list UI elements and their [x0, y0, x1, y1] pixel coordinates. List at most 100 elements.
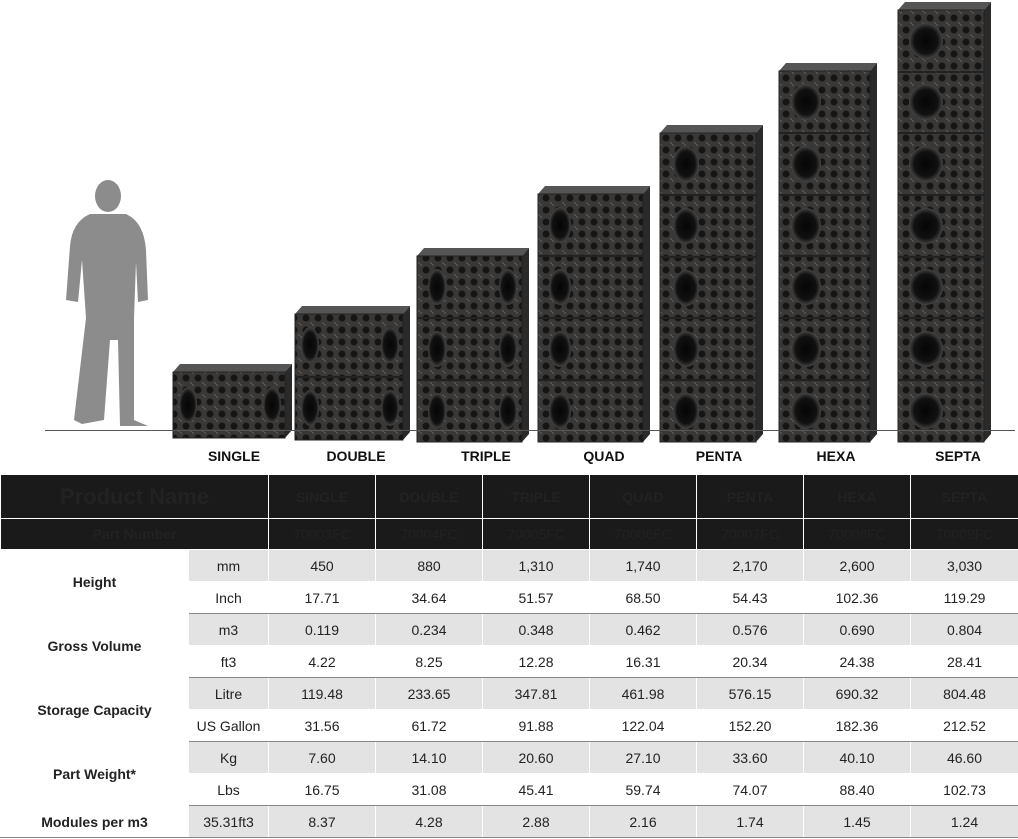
- unit-cell: 35.31ft3: [188, 805, 269, 838]
- col-header-triple: TRIPLE: [482, 474, 590, 519]
- value-cell: 119.48: [268, 677, 376, 710]
- value-cell: 12.28: [482, 645, 590, 678]
- value-cell: 88.40: [803, 773, 911, 806]
- spec-table: Product Name SINGLE DOUBLE TRIPLE QUAD P…: [0, 474, 1018, 838]
- value-cell: 74.07: [696, 773, 804, 806]
- value-cell: 576.15: [696, 677, 804, 710]
- label-triple: TRIPLE: [461, 448, 511, 464]
- value-cell: 0.348: [482, 613, 590, 646]
- col-header-quad: QUAD: [589, 474, 697, 519]
- value-cell: 17.71: [268, 581, 376, 614]
- row-group-label: Storage Capacity: [0, 677, 189, 742]
- unit-cell: US Gallon: [188, 709, 269, 742]
- value-cell: 40.10: [803, 741, 911, 774]
- value-cell: 0.804: [910, 613, 1018, 646]
- label-single: SINGLE: [207, 448, 261, 464]
- product-illustration: SINGLE DOUBLE TRIPLE QUAD PENTA HEXA SEP…: [45, 2, 1015, 464]
- table-row: Storage Capacity Litre 119.48 233.65 347.81 4…: [0, 677, 1018, 742]
- module-stack-graphic: [66, 2, 991, 443]
- value-cell: 450: [268, 549, 376, 582]
- value-cell: 31.56: [268, 709, 376, 742]
- row-group-label: Part Weight*: [0, 741, 189, 806]
- value-cell: 27.10: [589, 741, 697, 774]
- unit-cell: mm: [188, 549, 269, 582]
- value-cell: 152.20: [696, 709, 804, 742]
- part-number-cell: 70003FC: [268, 518, 376, 550]
- value-cell: 28.41: [910, 645, 1018, 678]
- value-cell: 2.16: [589, 805, 697, 838]
- module-double: [294, 306, 410, 441]
- value-cell: 59.74: [589, 773, 697, 806]
- value-cell: 102.36: [803, 581, 911, 614]
- unit-cell: m3: [188, 613, 269, 646]
- value-cell: 2,170: [696, 549, 804, 582]
- table-row: Part Weight* Kg 7.60 14.10 20.60 27.10 33.60 40…: [0, 741, 1018, 806]
- col-header-penta: PENTA: [696, 474, 804, 519]
- value-cell: 2,600: [803, 549, 911, 582]
- value-cell: 0.119: [268, 613, 376, 646]
- person-silhouette: [66, 180, 148, 426]
- label-double: DOUBLE: [326, 448, 386, 464]
- value-cell: 68.50: [589, 581, 697, 614]
- part-number-cell: 70005FC: [482, 518, 590, 550]
- label-penta: PENTA: [695, 448, 743, 464]
- value-cell: 34.64: [375, 581, 483, 614]
- value-cell: 3,030: [910, 549, 1018, 582]
- ground-line: [45, 430, 1015, 431]
- row-group-label: Modules per m3: [0, 805, 189, 838]
- value-cell: 102.73: [910, 773, 1018, 806]
- col-header-single: SINGLE: [268, 474, 376, 519]
- row-group-label: Gross Volume: [0, 613, 189, 678]
- value-cell: 14.10: [375, 741, 483, 774]
- value-cell: 880: [375, 549, 483, 582]
- module-quad: [537, 186, 650, 443]
- value-cell: 2.88: [482, 805, 590, 838]
- value-cell: 1,310: [482, 549, 590, 582]
- value-cell: 31.08: [375, 773, 483, 806]
- unit-cell: Litre: [188, 677, 269, 710]
- module-single: [172, 364, 292, 439]
- table-row: Height mm 450 880 1,310 1,740 2,170 2,600 3,030: [0, 549, 1018, 614]
- label-quad: QUAD: [583, 448, 625, 464]
- product-name-header: Product Name: [0, 474, 269, 519]
- unit-cell: Inch: [188, 581, 269, 614]
- label-hexa: HEXA: [816, 448, 856, 464]
- table-row: Inch 17.71 34.64 51.57 68.50 54.43 102.36 119.2…: [1, 581, 1018, 614]
- value-cell: 8.37: [268, 805, 376, 838]
- value-cell: 91.88: [482, 709, 590, 742]
- value-cell: 804.48: [910, 677, 1018, 710]
- value-cell: 4.28: [375, 805, 483, 838]
- value-cell: 4.22: [268, 645, 376, 678]
- value-cell: 119.29: [910, 581, 1018, 614]
- value-cell: 690.32: [803, 677, 911, 710]
- value-cell: 0.462: [589, 613, 697, 646]
- part-number-cell: 70008FC: [803, 518, 911, 550]
- part-number-cell: 70004FC: [375, 518, 483, 550]
- value-cell: 122.04: [589, 709, 697, 742]
- value-cell: 233.65: [375, 677, 483, 710]
- unit-cell: Kg: [188, 741, 269, 774]
- unit-cell: ft3: [188, 645, 269, 678]
- value-cell: 51.57: [482, 581, 590, 614]
- value-cell: 0.234: [375, 613, 483, 646]
- value-cell: 0.576: [696, 613, 804, 646]
- value-cell: 24.38: [803, 645, 911, 678]
- table-row: Modules per m3 35.31ft3 8.37 4.28 2.88 2.16 1.…: [0, 805, 1018, 838]
- value-cell: 20.60: [482, 741, 590, 774]
- label-septa: SEPTA: [935, 448, 981, 464]
- value-cell: 212.52: [910, 709, 1018, 742]
- table-row: Lbs 16.75 31.08 45.41 59.74 74.07 88.40 102.73: [1, 773, 1018, 806]
- value-cell: 46.60: [910, 741, 1018, 774]
- table-row: Gross Volume m3 0.119 0.234 0.348 0.462 0.576 0…: [0, 613, 1018, 678]
- table-row: ft3 4.22 8.25 12.28 16.31 20.34 24.38 28.41: [1, 645, 1018, 678]
- unit-cell: Lbs: [188, 773, 269, 806]
- col-header-hexa: HEXA: [803, 474, 911, 519]
- value-cell: 33.60: [696, 741, 804, 774]
- value-cell: 1.74: [696, 805, 804, 838]
- module-septa: [897, 2, 991, 443]
- module-hexa: [778, 63, 877, 443]
- value-cell: 45.41: [482, 773, 590, 806]
- value-cell: 20.34: [696, 645, 804, 678]
- value-cell: 461.98: [589, 677, 697, 710]
- value-cell: 1,740: [589, 549, 697, 582]
